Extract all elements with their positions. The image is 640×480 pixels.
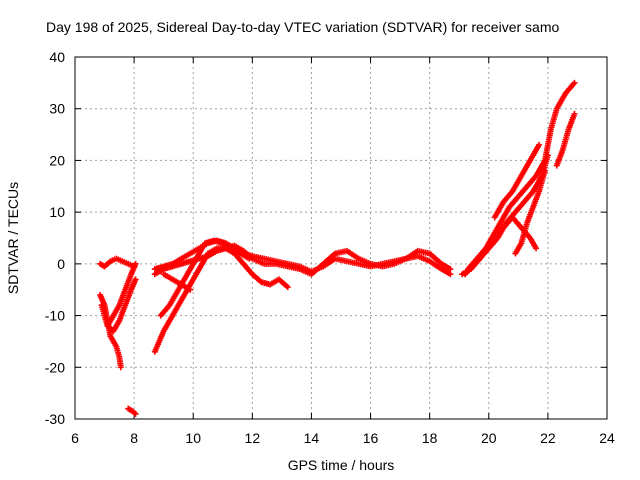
x-tick-label: 6 [71, 430, 79, 446]
data-point [571, 79, 578, 86]
y-tick-label: 40 [49, 49, 65, 65]
x-tick-label: 8 [130, 430, 138, 446]
data-point [132, 410, 139, 417]
data-point [117, 364, 124, 371]
y-axis-ticks: -30 -20 -10 0 10 20 30 40 [45, 49, 607, 427]
data-point [447, 271, 454, 278]
series-trace-j [160, 271, 194, 293]
data-point [132, 276, 139, 283]
data-point [246, 255, 253, 262]
x-tick-label: 12 [245, 430, 261, 446]
data-point [447, 266, 454, 273]
x-tick-label: 10 [185, 430, 201, 446]
series-trace-o [553, 110, 578, 169]
x-tick-label: 14 [304, 430, 320, 446]
data-point [132, 260, 139, 267]
x-axis-ticks: 6 8 10 12 14 16 18 20 22 24 [71, 57, 615, 446]
series-trace-h [151, 245, 291, 355]
y-tick-label: 30 [49, 101, 65, 117]
x-tick-label: 18 [422, 430, 438, 446]
y-tick-label: 10 [49, 204, 65, 220]
data-point [541, 167, 548, 174]
y-tick-label: -20 [45, 359, 65, 375]
y-axis-label: SDTVAR / TECUs [5, 182, 21, 294]
data-point [571, 110, 578, 117]
y-tick-label: -10 [45, 308, 65, 324]
series-trace-d [104, 260, 139, 329]
y-tick-label: 0 [57, 256, 65, 272]
x-axis-label: GPS time / hours [288, 457, 395, 473]
series-trace-a [97, 255, 138, 270]
x-tick-label: 20 [481, 430, 497, 446]
x-tick-label: 24 [599, 430, 615, 446]
x-tick-label: 16 [363, 430, 379, 446]
y-tick-label: 20 [49, 152, 65, 168]
series-trace-g [151, 242, 454, 278]
data-point [284, 284, 291, 291]
y-tick-label: -30 [45, 411, 65, 427]
series-trace-p [491, 141, 543, 221]
series-trace-m [465, 214, 540, 273]
x-tick-label: 22 [540, 430, 556, 446]
series-trace-e [125, 405, 139, 417]
series-trace-n [512, 167, 548, 257]
data-point [536, 141, 543, 148]
plot-frame [74, 56, 608, 420]
data-point [187, 286, 194, 293]
chart-title: Day 198 of 2025, Sidereal Day-to-day VTE… [46, 19, 559, 35]
data-point [533, 245, 540, 252]
data-points [97, 79, 578, 417]
series-trace-c [98, 276, 139, 335]
grid [75, 57, 607, 419]
